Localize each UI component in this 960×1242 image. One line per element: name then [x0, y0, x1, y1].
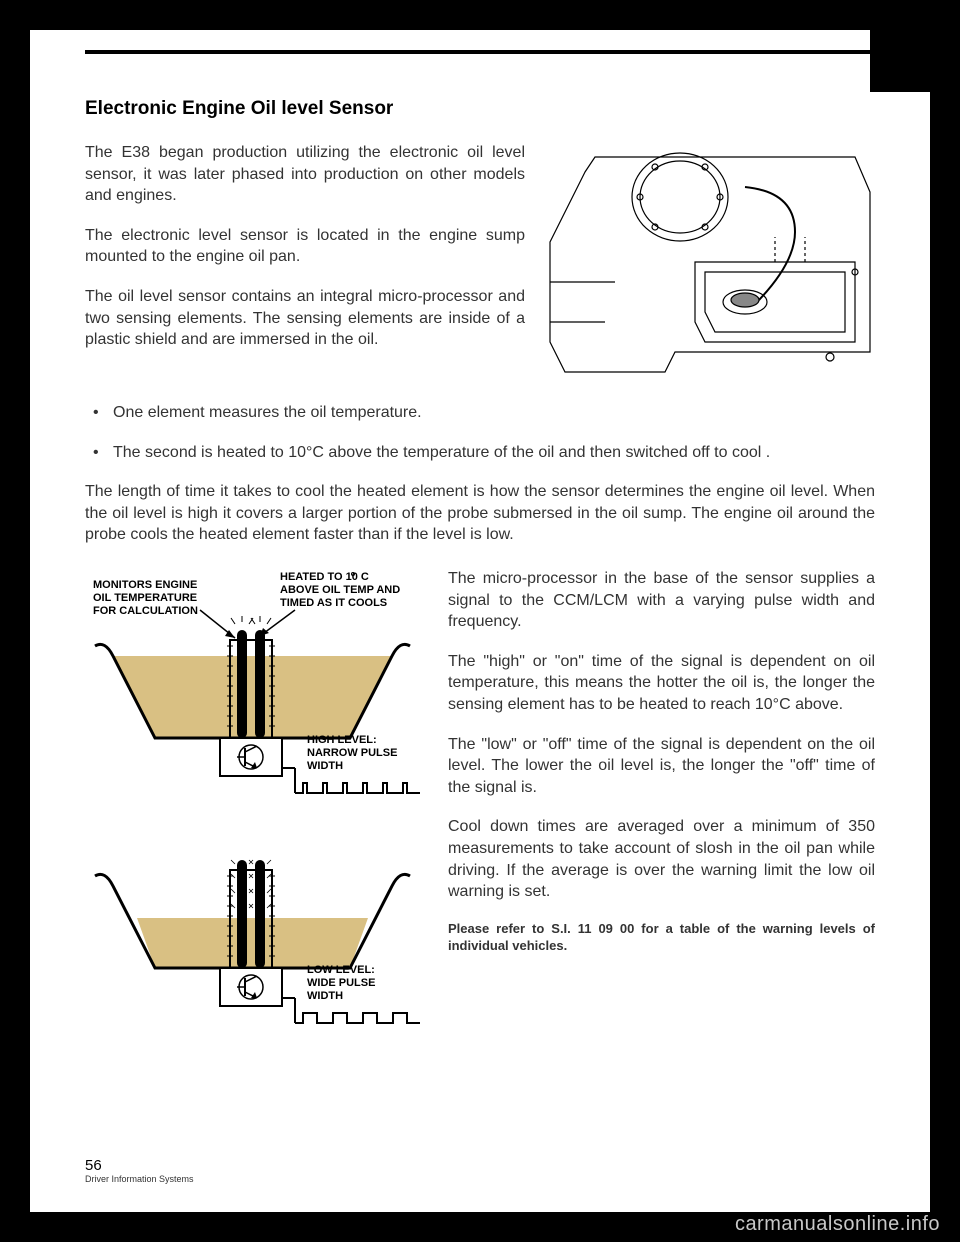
intro-p1: The E38 began production utilizing the e… — [85, 142, 525, 207]
high-label-3: WIDTH — [307, 760, 343, 772]
bullet-list: One element measures the oil temperature… — [85, 402, 875, 463]
low-label-2: WIDE PULSE — [307, 977, 375, 989]
label-heated-3: TIMED AS IT COOLS — [280, 597, 387, 609]
label-heated-1: HEATED TO 10 C — [280, 571, 369, 583]
top-rule — [85, 50, 930, 54]
oil-sensor-diagram: MONITORS ENGINE OIL TEMPERATURE FOR CALC… — [85, 568, 420, 1038]
lower-section: MONITORS ENGINE OIL TEMPERATURE FOR CALC… — [85, 568, 875, 1038]
mid-paragraph: The length of time it takes to cool the … — [85, 481, 875, 546]
intro-p2: The electronic level sensor is located i… — [85, 225, 525, 268]
page-heading: Electronic Engine Oil level Sensor — [85, 98, 875, 120]
intro-text: The E38 began production utilizing the e… — [85, 142, 525, 382]
label-monitors-1: MONITORS ENGINE — [93, 579, 197, 591]
bullet-2: The second is heated to 10°C above the t… — [85, 442, 875, 464]
label-monitors-3: FOR CALCULATION — [93, 605, 198, 617]
intro-p3: The oil level sensor contains an integra… — [85, 286, 525, 351]
intro-section: The E38 began production utilizing the e… — [85, 142, 875, 382]
bullet-1: One element measures the oil temperature… — [85, 402, 875, 424]
low-level-pan — [95, 860, 420, 1023]
label-heated-2: ABOVE OIL TEMP AND — [280, 584, 400, 596]
page-number: 56 — [85, 1157, 194, 1174]
footer-title: Driver Information Systems — [85, 1174, 194, 1184]
right-p3: The "low" or "off" time of the signal is… — [448, 734, 875, 799]
right-p2: The "high" or "on" time of the signal is… — [448, 651, 875, 716]
watermark: carmanualsonline.info — [735, 1213, 940, 1236]
right-p1: The micro-processor in the base of the s… — [448, 568, 875, 633]
document-page: Electronic Engine Oil level Sensor The E… — [30, 30, 930, 1212]
low-label-1: LOW LEVEL: — [307, 964, 375, 976]
right-ref: Please refer to S.I. 11 09 00 for a tabl… — [448, 921, 875, 955]
high-label-2: NARROW PULSE — [307, 747, 397, 759]
engine-diagram — [545, 142, 875, 382]
high-label-1: HIGH LEVEL: — [307, 734, 377, 746]
right-column: The micro-processor in the base of the s… — [448, 568, 875, 1038]
corner-block — [870, 30, 930, 92]
right-p4: Cool down times are averaged over a mini… — [448, 816, 875, 902]
low-label-3: WIDTH — [307, 990, 343, 1002]
page-footer: 56 Driver Information Systems — [85, 1157, 194, 1184]
high-level-pan — [95, 616, 420, 793]
label-monitors-2: OIL TEMPERATURE — [93, 592, 197, 604]
